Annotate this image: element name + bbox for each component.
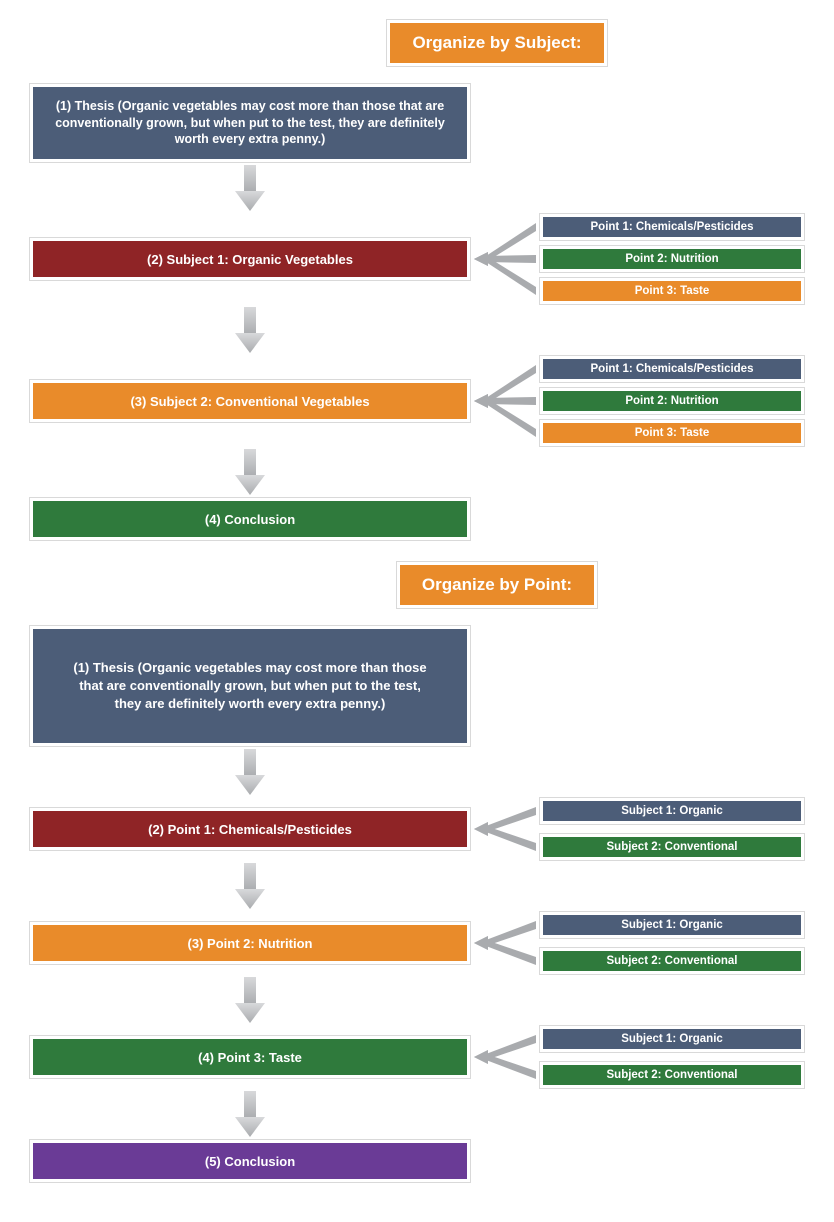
conclusion-row: (5) Conclusion [30, 1140, 804, 1182]
point-box: Point 3: Taste [540, 278, 804, 304]
arrow-down-icon [30, 162, 470, 214]
subjects-group: Subject 1: Organic Subject 2: Convention… [470, 912, 804, 974]
point-box: Point 1: Chemicals/Pesticides [540, 356, 804, 382]
subject-side-box: Subject 1: Organic [540, 1026, 804, 1052]
subject-box: (2) Subject 1: Organic Vegetables [30, 238, 470, 280]
subject-box: (3) Subject 2: Conventional Vegetables [30, 380, 470, 422]
section-title: Organize by Point: [397, 562, 597, 608]
points-group: Point 1: Chemicals/Pesticides Point 2: N… [470, 356, 804, 446]
subject-side-box: Subject 1: Organic [540, 912, 804, 938]
section-title-wrap: Organize by Point: [190, 562, 804, 608]
point-box: Point 2: Nutrition [540, 388, 804, 414]
arrow-down-icon [30, 746, 470, 798]
subject-side-box: Subject 2: Conventional [540, 948, 804, 974]
conclusion-row: (4) Conclusion [30, 498, 804, 540]
subject-row: (2) Subject 1: Organic Vegetables Point … [30, 214, 804, 304]
conclusion-box: (4) Conclusion [30, 498, 470, 540]
point-box: Point 2: Nutrition [540, 246, 804, 272]
arrow-down-icon [30, 860, 470, 912]
point-box: Point 3: Taste [540, 420, 804, 446]
point-main-box: (3) Point 2: Nutrition [30, 922, 470, 964]
subject-side-box: Subject 2: Conventional [540, 834, 804, 860]
thesis-box: (1) Thesis (Organic vegetables may cost … [30, 84, 470, 162]
point-box: Point 1: Chemicals/Pesticides [540, 214, 804, 240]
points-group: Point 1: Chemicals/Pesticides Point 2: N… [470, 214, 804, 304]
point-row: (4) Point 3: Taste Subject 1: Organic Su… [30, 1026, 804, 1088]
section-title: Organize by Subject: [387, 20, 606, 66]
thesis-row: (1) Thesis (Organic vegetables may cost … [30, 626, 804, 746]
conclusion-box: (5) Conclusion [30, 1140, 470, 1182]
point-row: (2) Point 1: Chemicals/Pesticides Subjec… [30, 798, 804, 860]
arrow-down-icon [30, 974, 470, 1026]
arrow-down-icon [30, 446, 470, 498]
arrow-down-icon [30, 304, 470, 356]
arrow-down-icon [30, 1088, 470, 1140]
point-main-box: (2) Point 1: Chemicals/Pesticides [30, 808, 470, 850]
thesis-box: (1) Thesis (Organic vegetables may cost … [30, 626, 470, 746]
section-title-wrap: Organize by Subject: [190, 20, 804, 66]
subjects-group: Subject 1: Organic Subject 2: Convention… [470, 798, 804, 860]
subject-side-box: Subject 1: Organic [540, 798, 804, 824]
organize-by-point-section: Organize by Point: (1) Thesis (Organic v… [30, 562, 804, 1182]
point-row: (3) Point 2: Nutrition Subject 1: Organi… [30, 912, 804, 974]
subject-row: (3) Subject 2: Conventional Vegetables P… [30, 356, 804, 446]
subject-side-box: Subject 2: Conventional [540, 1062, 804, 1088]
organize-by-subject-section: Organize by Subject: (1) Thesis (Organic… [30, 20, 804, 540]
point-main-box: (4) Point 3: Taste [30, 1036, 470, 1078]
subjects-group: Subject 1: Organic Subject 2: Convention… [470, 1026, 804, 1088]
thesis-row: (1) Thesis (Organic vegetables may cost … [30, 84, 804, 162]
